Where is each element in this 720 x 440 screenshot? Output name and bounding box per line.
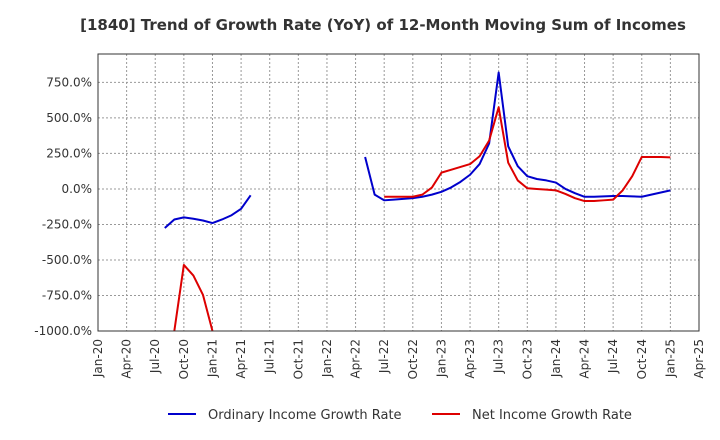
x-tick-label: Apr-24 xyxy=(578,339,592,379)
y-tick-label: 0.0% xyxy=(62,182,93,196)
x-tick-label: Jul-22 xyxy=(377,339,391,374)
x-tick-label: Apr-21 xyxy=(234,339,248,379)
x-tick-label: Apr-22 xyxy=(349,339,363,379)
grid xyxy=(98,54,699,332)
x-tick-label: Jul-23 xyxy=(492,339,506,374)
x-tick-label: Oct-23 xyxy=(520,339,534,379)
legend-label: Ordinary Income Growth Rate xyxy=(208,408,402,423)
ordinary-income-line xyxy=(164,194,252,229)
x-tick-label: Jan-25 xyxy=(663,339,677,378)
legend: Ordinary Income Growth Rate Net Income Gr… xyxy=(168,408,632,423)
x-tick-label: Jul-20 xyxy=(148,339,162,374)
y-tick-label: -1000.0% xyxy=(34,324,92,338)
series-lines xyxy=(164,71,671,331)
y-tick-label: 750.0% xyxy=(46,75,92,89)
y-tick-label: 250.0% xyxy=(46,146,92,160)
x-tick-label: Jul-24 xyxy=(606,339,620,374)
net-income-line xyxy=(173,263,214,331)
y-tick-label: 500.0% xyxy=(46,111,92,125)
x-axis-ticks: Jan-20 Apr-20 Jul-20 Oct-20 Jan-21 Apr-21 Jul-… xyxy=(91,339,706,379)
x-tick-label: Jan-23 xyxy=(434,339,448,378)
x-tick-label: Jan-20 xyxy=(91,339,105,378)
x-tick-label: Oct-22 xyxy=(406,339,420,379)
chart-title: [1840] Trend of Growth Rate (YoY) of 12-… xyxy=(80,16,686,34)
x-tick-label: Jan-21 xyxy=(205,339,219,378)
y-axis-ticks: 750.0% 500.0% 250.0% 0.0% -250.0% -500.0% -750… xyxy=(34,75,92,338)
y-tick-label: -750.0% xyxy=(42,288,92,302)
x-tick-label: Oct-20 xyxy=(177,339,191,379)
y-tick-label: -250.0% xyxy=(42,217,92,231)
x-tick-label: Oct-24 xyxy=(635,339,649,379)
plot-frame xyxy=(97,53,700,332)
x-tick-label: Oct-21 xyxy=(291,339,305,379)
net-income-line xyxy=(384,106,671,203)
ordinary-income-line xyxy=(364,71,671,202)
y-tick-label: -500.0% xyxy=(42,253,92,267)
x-tick-label: Jul-21 xyxy=(263,339,277,374)
x-tick-label: Jan-22 xyxy=(320,339,334,378)
x-tick-label: Apr-25 xyxy=(692,339,706,379)
x-tick-label: Apr-20 xyxy=(120,339,134,379)
x-tick-label: Jan-24 xyxy=(549,339,563,378)
x-tick-label: Apr-23 xyxy=(463,339,477,379)
legend-label: Net Income Growth Rate xyxy=(472,408,632,423)
